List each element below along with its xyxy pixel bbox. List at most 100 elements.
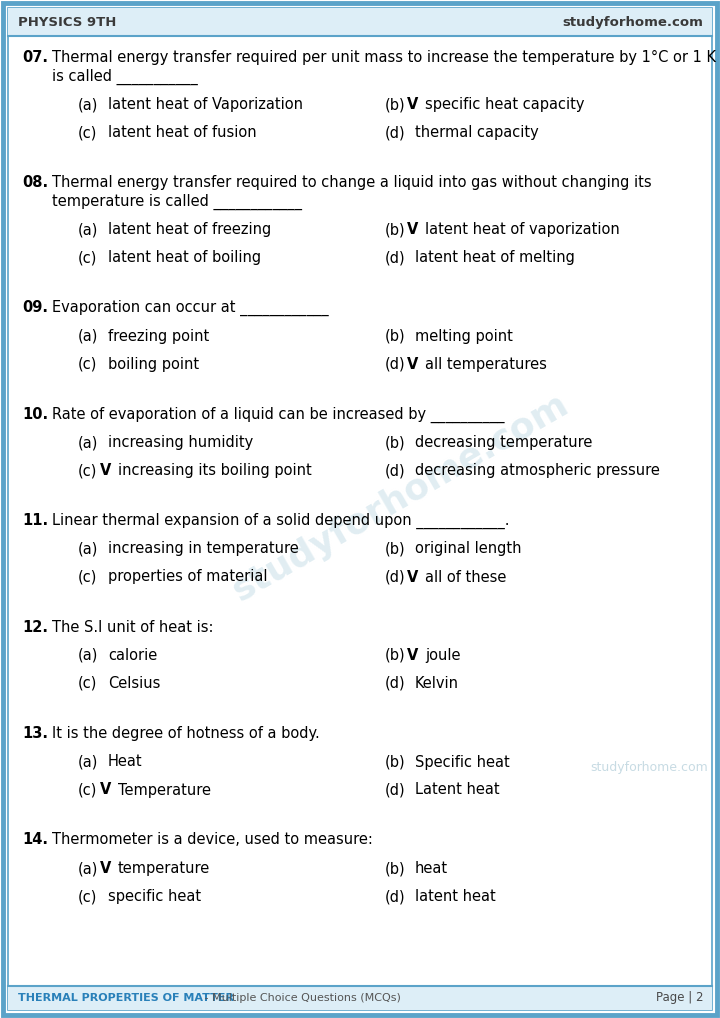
Text: 07.: 07. [22,50,48,65]
Text: increasing humidity: increasing humidity [108,435,253,450]
Text: studyforhome.com: studyforhome.com [562,15,703,29]
Text: (b): (b) [385,754,405,770]
Text: (b): (b) [385,542,405,557]
Text: It is the degree of hotness of a body.: It is the degree of hotness of a body. [52,726,320,741]
Text: joule: joule [425,648,461,663]
Text: Specific heat: Specific heat [415,754,510,770]
Text: V: V [407,222,418,237]
Text: V: V [407,648,418,663]
Text: latent heat of boiling: latent heat of boiling [108,250,261,265]
Text: (b): (b) [385,222,405,237]
Text: increasing its boiling point: increasing its boiling point [118,463,312,478]
Text: (b): (b) [385,648,405,663]
Text: temperature is called ____________: temperature is called ____________ [52,193,302,210]
FancyBboxPatch shape [8,8,712,36]
Text: 08.: 08. [22,175,48,190]
Text: (d): (d) [385,889,405,904]
Text: Kelvin: Kelvin [415,676,459,691]
Text: (c): (c) [78,889,97,904]
Text: V: V [407,569,418,584]
Text: (b): (b) [385,435,405,450]
Text: (d): (d) [385,569,405,584]
Text: increasing in temperature: increasing in temperature [108,542,299,557]
Text: (c): (c) [78,569,97,584]
Text: latent heat of Vaporization: latent heat of Vaporization [108,97,303,112]
Text: (c): (c) [78,783,97,797]
Text: heat: heat [415,861,448,876]
Text: is called ___________: is called ___________ [52,68,198,84]
Text: (d): (d) [385,463,405,478]
Text: latent heat of freezing: latent heat of freezing [108,222,271,237]
Text: The S.I unit of heat is:: The S.I unit of heat is: [52,620,214,634]
Text: studyforhome.com: studyforhome.com [226,388,574,609]
Text: (d): (d) [385,676,405,691]
Text: V: V [407,97,418,112]
Text: latent heat of fusion: latent heat of fusion [108,125,256,140]
Text: Rate of evaporation of a liquid can be increased by __________: Rate of evaporation of a liquid can be i… [52,406,505,422]
Text: (c): (c) [78,125,97,140]
Text: (d): (d) [385,250,405,265]
Text: (c): (c) [78,356,97,372]
FancyBboxPatch shape [3,3,717,1015]
Text: (d): (d) [385,783,405,797]
FancyBboxPatch shape [8,8,712,1010]
FancyBboxPatch shape [8,986,712,1010]
Text: Thermal energy transfer required per unit mass to increase the temperature by 1°: Thermal energy transfer required per uni… [52,50,716,65]
Text: (d): (d) [385,125,405,140]
Text: (c): (c) [78,463,97,478]
Text: thermal capacity: thermal capacity [415,125,539,140]
Text: 14.: 14. [22,833,48,848]
Text: latent heat of vaporization: latent heat of vaporization [425,222,620,237]
Text: temperature: temperature [118,861,210,876]
Text: (a): (a) [78,222,99,237]
Text: boiling point: boiling point [108,356,199,372]
Text: all temperatures: all temperatures [425,356,547,372]
Text: (b): (b) [385,329,405,343]
Text: melting point: melting point [415,329,513,343]
Text: studyforhome.com: studyforhome.com [590,761,708,775]
Text: - Multiple Choice Questions (MCQs): - Multiple Choice Questions (MCQs) [201,993,401,1003]
Text: V: V [407,356,418,372]
Text: Evaporation can occur at ____________: Evaporation can occur at ____________ [52,300,328,317]
Text: Page | 2: Page | 2 [655,992,703,1005]
Text: V: V [100,463,112,478]
Text: specific heat: specific heat [108,889,201,904]
Text: calorie: calorie [108,648,157,663]
Text: 11.: 11. [22,513,48,528]
Text: THERMAL PROPERTIES OF MATTER: THERMAL PROPERTIES OF MATTER [18,993,234,1003]
Text: (d): (d) [385,356,405,372]
Text: Latent heat: Latent heat [415,783,500,797]
Text: freezing point: freezing point [108,329,210,343]
Text: decreasing atmospheric pressure: decreasing atmospheric pressure [415,463,660,478]
Text: (a): (a) [78,754,99,770]
Text: (a): (a) [78,861,99,876]
Text: all of these: all of these [425,569,506,584]
Text: Linear thermal expansion of a solid depend upon ____________.: Linear thermal expansion of a solid depe… [52,513,510,529]
Text: latent heat: latent heat [415,889,496,904]
Text: (c): (c) [78,676,97,691]
Text: V: V [100,783,112,797]
Text: (a): (a) [78,542,99,557]
Text: 10.: 10. [22,406,48,421]
Text: 09.: 09. [22,300,48,315]
Text: (a): (a) [78,329,99,343]
Text: Celsius: Celsius [108,676,161,691]
Text: (a): (a) [78,648,99,663]
Text: (a): (a) [78,435,99,450]
Text: 13.: 13. [22,726,48,741]
Text: Thermometer is a device, used to measure:: Thermometer is a device, used to measure… [52,833,373,848]
Text: Heat: Heat [108,754,143,770]
Text: 12.: 12. [22,620,48,634]
Text: properties of material: properties of material [108,569,268,584]
Text: Temperature: Temperature [118,783,211,797]
Text: Thermal energy transfer required to change a liquid into gas without changing it: Thermal energy transfer required to chan… [52,175,652,190]
Text: latent heat of melting: latent heat of melting [415,250,575,265]
Text: PHYSICS 9TH: PHYSICS 9TH [18,15,117,29]
Text: (c): (c) [78,250,97,265]
Text: (b): (b) [385,97,405,112]
Text: specific heat capacity: specific heat capacity [425,97,585,112]
Text: (a): (a) [78,97,99,112]
Text: decreasing temperature: decreasing temperature [415,435,593,450]
Text: (b): (b) [385,861,405,876]
Text: original length: original length [415,542,521,557]
